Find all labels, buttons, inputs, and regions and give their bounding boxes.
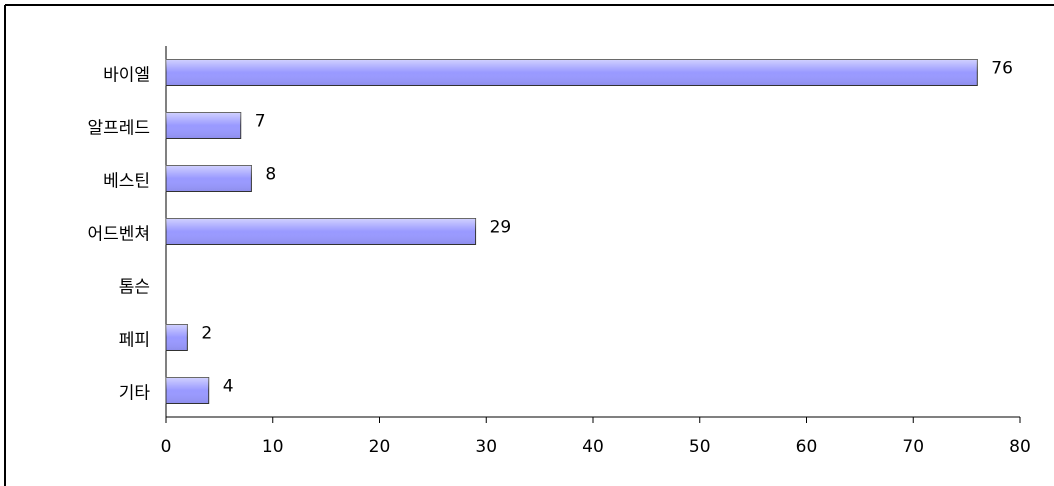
y-tick-label: 톰슨 — [119, 278, 150, 298]
bar-shine — [166, 218, 476, 245]
x-tick-label: 20 — [369, 437, 391, 457]
y-tick-label: 기타 — [119, 384, 151, 404]
y-tick-label: 어드벤쳐 — [87, 225, 150, 245]
x-tick-label: 80 — [1009, 437, 1031, 457]
bar-shine — [166, 112, 241, 139]
data-label: 29 — [490, 218, 512, 238]
bar-shine — [166, 377, 209, 404]
x-tick-label: 30 — [475, 437, 497, 457]
data-label: 7 — [255, 112, 266, 132]
x-tick-label: 40 — [582, 437, 604, 457]
x-tick-label: 10 — [262, 437, 284, 457]
data-label: 8 — [265, 165, 276, 185]
bar-shine — [166, 59, 978, 86]
y-tick-label: 알프레드 — [87, 119, 150, 139]
data-label: 4 — [223, 377, 234, 397]
x-tick-label: 70 — [902, 437, 924, 457]
y-tick-label: 바이엘 — [103, 66, 150, 86]
x-tick-label: 0 — [161, 437, 172, 457]
bar-shine — [166, 165, 252, 192]
y-tick-label: 페피 — [119, 331, 150, 351]
data-label: 2 — [201, 324, 212, 344]
bar-shine — [166, 324, 188, 351]
data-label: 76 — [991, 59, 1013, 79]
x-tick-label: 50 — [689, 437, 711, 457]
y-tick-label: 베스틴 — [103, 172, 150, 192]
x-tick-label: 60 — [796, 437, 818, 457]
